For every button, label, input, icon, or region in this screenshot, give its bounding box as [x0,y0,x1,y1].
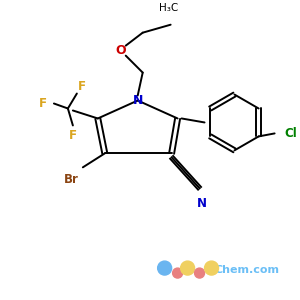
Text: O: O [116,44,126,57]
Text: F: F [69,129,77,142]
Text: Chem.com: Chem.com [215,265,280,275]
Circle shape [205,261,218,275]
Text: Cl: Cl [285,127,297,140]
Text: Br: Br [63,173,78,186]
Text: N: N [196,197,206,210]
Circle shape [195,268,205,278]
Circle shape [172,268,183,278]
Text: H₃C: H₃C [159,3,178,13]
Text: F: F [78,80,86,93]
Circle shape [181,261,195,275]
Text: N: N [133,94,143,107]
Circle shape [158,261,172,275]
Text: F: F [39,97,47,110]
